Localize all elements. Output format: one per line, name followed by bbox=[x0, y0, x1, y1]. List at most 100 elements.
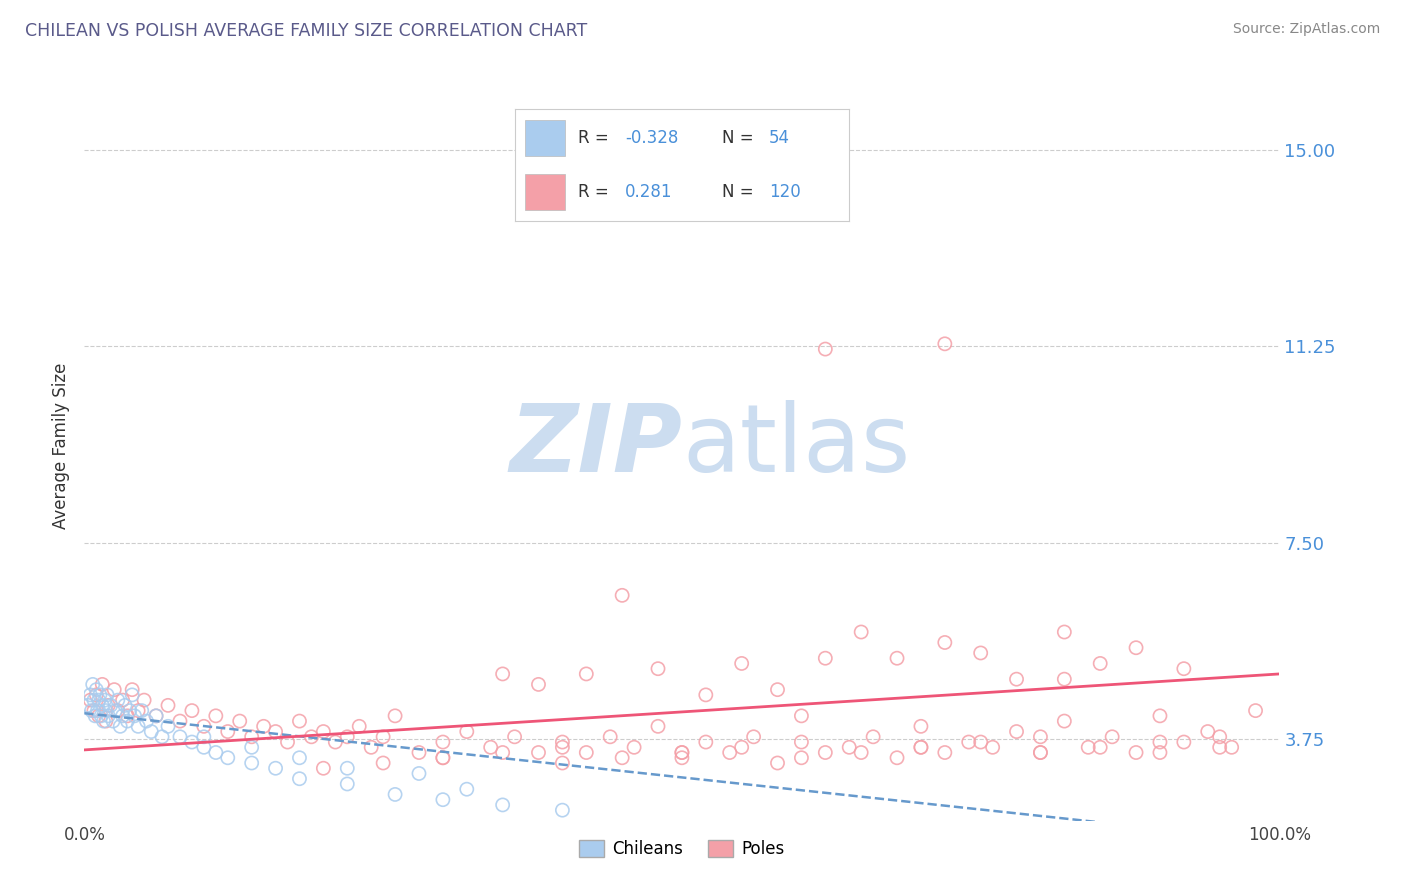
Point bbox=[790, 735, 813, 749]
Point bbox=[527, 677, 550, 691]
Point bbox=[790, 751, 813, 765]
Point bbox=[107, 693, 129, 707]
Point bbox=[432, 751, 454, 765]
Point bbox=[599, 730, 621, 744]
Point bbox=[127, 704, 149, 718]
Point bbox=[695, 688, 717, 702]
Point bbox=[456, 782, 478, 797]
Point bbox=[1209, 730, 1232, 744]
Point bbox=[408, 746, 430, 760]
Point bbox=[90, 709, 112, 723]
Point bbox=[432, 751, 454, 765]
Point bbox=[1005, 724, 1028, 739]
Point bbox=[910, 719, 932, 733]
Point bbox=[1029, 746, 1052, 760]
Point bbox=[193, 740, 215, 755]
Point bbox=[934, 746, 956, 760]
Point bbox=[731, 740, 754, 755]
Point bbox=[135, 714, 157, 728]
Point bbox=[957, 735, 980, 749]
Point bbox=[118, 704, 141, 718]
Point bbox=[851, 625, 873, 640]
Point bbox=[731, 657, 754, 671]
Point bbox=[742, 730, 765, 744]
Point bbox=[217, 724, 239, 739]
Point bbox=[264, 761, 287, 775]
Point bbox=[132, 693, 156, 707]
Point bbox=[671, 746, 693, 760]
Point bbox=[77, 698, 100, 713]
Point bbox=[89, 688, 111, 702]
Point bbox=[814, 342, 837, 356]
Point bbox=[886, 751, 908, 765]
Point bbox=[240, 740, 263, 755]
Point bbox=[851, 746, 873, 760]
Point bbox=[91, 698, 114, 713]
Point bbox=[1090, 740, 1112, 755]
Point bbox=[288, 751, 311, 765]
Point bbox=[527, 746, 550, 760]
Point bbox=[181, 735, 204, 749]
Point bbox=[934, 336, 956, 351]
Point bbox=[886, 651, 908, 665]
Point bbox=[336, 761, 359, 775]
Point bbox=[479, 740, 502, 755]
Point bbox=[492, 746, 515, 760]
Point bbox=[145, 709, 167, 723]
Point bbox=[492, 797, 515, 812]
Point bbox=[934, 635, 956, 649]
Point bbox=[110, 719, 132, 733]
Point bbox=[121, 688, 143, 702]
Point bbox=[82, 677, 104, 691]
Point bbox=[117, 714, 139, 728]
Point bbox=[79, 688, 101, 702]
Point bbox=[121, 682, 143, 697]
Point bbox=[790, 709, 813, 723]
Point bbox=[181, 704, 204, 718]
Point bbox=[1149, 709, 1171, 723]
Point bbox=[647, 662, 669, 676]
Point bbox=[94, 714, 117, 728]
Point bbox=[360, 740, 382, 755]
Point bbox=[117, 709, 139, 723]
Point bbox=[1053, 625, 1076, 640]
Point bbox=[131, 704, 153, 718]
Point bbox=[150, 730, 173, 744]
Point bbox=[86, 704, 108, 718]
Point bbox=[1149, 735, 1171, 749]
Point bbox=[384, 788, 406, 802]
Point bbox=[217, 751, 239, 765]
Point bbox=[193, 730, 215, 744]
Point bbox=[612, 588, 634, 602]
Point bbox=[1053, 672, 1076, 686]
Point bbox=[83, 704, 105, 718]
Point bbox=[456, 724, 478, 739]
Point bbox=[695, 735, 717, 749]
Point bbox=[1220, 740, 1243, 755]
Point bbox=[1029, 746, 1052, 760]
Point bbox=[575, 667, 598, 681]
Point bbox=[671, 751, 693, 765]
Text: Source: ZipAtlas.com: Source: ZipAtlas.com bbox=[1233, 22, 1381, 37]
Point bbox=[169, 730, 191, 744]
Point bbox=[97, 709, 120, 723]
Point bbox=[97, 698, 120, 713]
Point bbox=[301, 730, 323, 744]
Point bbox=[612, 751, 634, 765]
Point bbox=[575, 746, 598, 760]
Point bbox=[87, 693, 110, 707]
Point bbox=[141, 724, 163, 739]
Point bbox=[1029, 730, 1052, 744]
Point bbox=[288, 772, 311, 786]
Point bbox=[1149, 746, 1171, 760]
Point bbox=[623, 740, 645, 755]
Point bbox=[240, 756, 263, 770]
Point bbox=[84, 709, 107, 723]
Point bbox=[1173, 735, 1195, 749]
Point bbox=[312, 761, 335, 775]
Point bbox=[981, 740, 1004, 755]
Point bbox=[551, 756, 574, 770]
Point bbox=[349, 719, 371, 733]
Point bbox=[111, 693, 134, 707]
Point bbox=[124, 709, 146, 723]
